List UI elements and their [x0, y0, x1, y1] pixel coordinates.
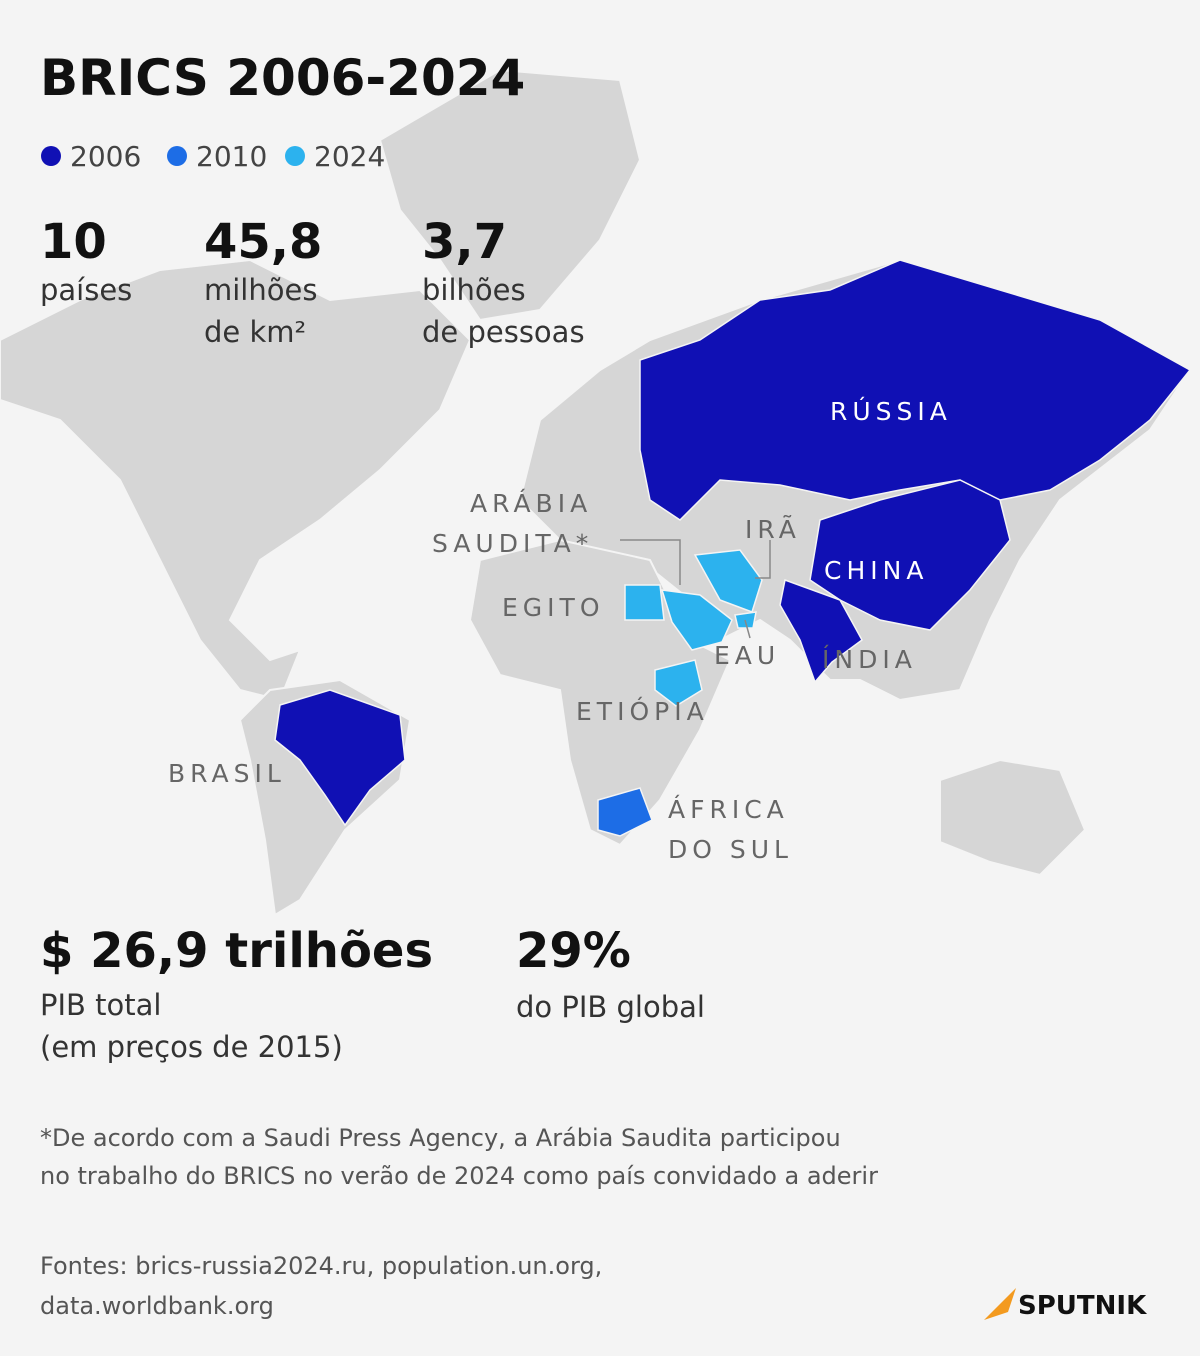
logo-icon [984, 1288, 1016, 1320]
stat-label: milhões [204, 273, 317, 307]
brics-countries [274, 259, 1192, 837]
economy-value: 29% [516, 923, 631, 979]
country-ethiopia [654, 659, 703, 707]
map-label: ÁFRICA [668, 795, 789, 824]
legend-label: 2024 [314, 140, 385, 173]
legend: 2006 2010 2024 [41, 140, 385, 173]
country-egypt [624, 584, 665, 621]
footnote: *De acordo com a Saudi Press Agency, a A… [40, 1124, 841, 1152]
country-india [779, 578, 863, 684]
map-label: BRASIL [168, 759, 286, 788]
map-label: CHINA [824, 556, 928, 585]
stat-label: países [40, 273, 132, 307]
stat-label: bilhões [422, 273, 526, 307]
map-label: ARÁBIA [470, 489, 592, 518]
leader-lines [620, 539, 771, 639]
map-label: EGITO [502, 593, 605, 622]
map-label: EAU [714, 641, 780, 670]
country-south-africa [597, 787, 653, 837]
leader-line [620, 539, 681, 585]
economy-label: (em preços de 2015) [40, 1030, 343, 1064]
economy-label: PIB total [40, 988, 161, 1022]
leader-line [744, 619, 751, 639]
australia [939, 758, 1087, 877]
map-label: IRÃ [745, 514, 801, 544]
leader-line [755, 540, 771, 579]
map-label: SAUDITA* [432, 529, 593, 558]
sources: Fontes: brics-russia2024.ru, population.… [40, 1252, 602, 1280]
legend-swatch [167, 146, 187, 166]
country-saudi-arabia [660, 589, 733, 651]
footnote: no trabalho do BRICS no verão de 2024 co… [40, 1162, 878, 1190]
legend-label: 2006 [70, 140, 141, 173]
title: BRICS 2006-2024 [40, 49, 525, 107]
stat-value: 10 [40, 214, 107, 270]
legend-swatch [285, 146, 305, 166]
map-label: ETIÓPIA [576, 696, 709, 726]
stat-label: de pessoas [422, 315, 585, 349]
greenland [378, 68, 642, 322]
country-russia [639, 259, 1192, 521]
map-label: DO SUL [668, 835, 793, 864]
logo: SPUTNIK [1018, 1291, 1147, 1321]
legend-label: 2010 [196, 140, 267, 173]
country-brazil [274, 689, 406, 827]
map-label: RÚSSIA [830, 396, 952, 426]
country-china [809, 479, 1011, 631]
stat-label: de km² [204, 315, 306, 349]
north-america [0, 258, 472, 702]
stat-value: 45,8 [204, 214, 322, 270]
economy-label: do PIB global [516, 990, 705, 1024]
economy-value: $ 26,9 trilhões [40, 923, 433, 979]
map-label: ÍNDIA [822, 645, 917, 674]
country-iran [693, 549, 763, 613]
sources: data.worldbank.org [40, 1292, 274, 1320]
legend-swatch [41, 146, 61, 166]
stat-value: 3,7 [422, 214, 507, 270]
